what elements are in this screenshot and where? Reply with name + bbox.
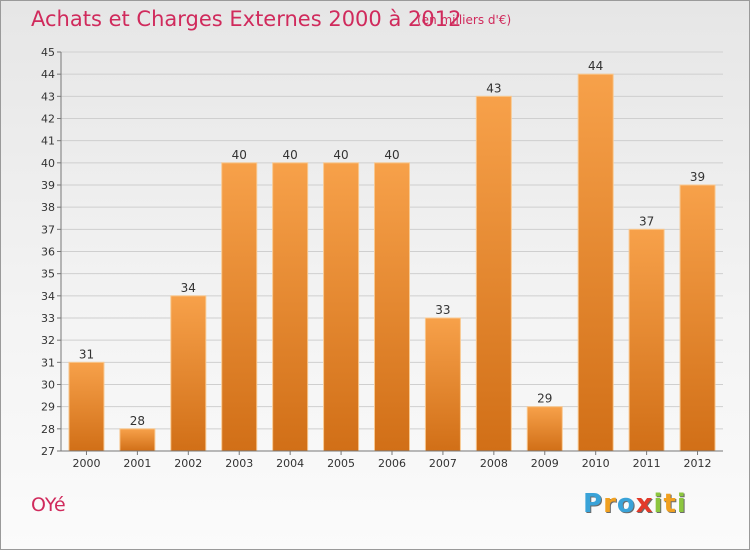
y-tick-label: 39 <box>41 179 55 192</box>
x-tick-label: 2006 <box>378 457 406 470</box>
logo-letter: i <box>676 489 687 519</box>
x-tick-label: 2010 <box>582 457 610 470</box>
x-tick-label: 2009 <box>531 457 559 470</box>
data-label: 40 <box>333 148 348 162</box>
bar-2010 <box>577 73 614 452</box>
data-label: 40 <box>283 148 298 162</box>
chart-subtitle: (en milliers d'€) <box>417 13 512 27</box>
proxiti-logo: Proxiti <box>583 489 687 519</box>
bar-2002 <box>170 295 207 452</box>
data-label: 33 <box>435 303 450 317</box>
y-tick-label: 42 <box>41 113 55 126</box>
data-label: 44 <box>588 59 603 73</box>
x-tick-label: 2005 <box>327 457 355 470</box>
x-tick-label: 2007 <box>429 457 457 470</box>
y-tick-label: 43 <box>41 90 55 103</box>
y-tick-label: 28 <box>41 423 55 436</box>
x-tick-label: 2000 <box>72 457 100 470</box>
commune-name: OYé <box>31 494 66 516</box>
data-label: 29 <box>537 392 552 406</box>
data-label: 43 <box>486 81 501 95</box>
logo-letter: t <box>663 489 677 519</box>
x-tick-label: 2001 <box>123 457 151 470</box>
data-label: 31 <box>79 347 94 361</box>
logo-letter: o <box>616 489 636 519</box>
bar-2008 <box>475 95 512 452</box>
x-tick-label: 2011 <box>633 457 661 470</box>
bar-2006 <box>374 162 410 452</box>
logo-letter: i <box>653 489 664 519</box>
y-tick-label: 32 <box>41 334 55 347</box>
y-tick-label: 29 <box>41 401 55 414</box>
y-tick-label: 40 <box>41 157 55 170</box>
y-tick-label: 36 <box>41 246 55 259</box>
data-label: 40 <box>232 148 247 162</box>
bar-2001 <box>119 428 156 452</box>
data-label: 39 <box>690 170 705 184</box>
y-tick-label: 34 <box>41 290 55 303</box>
y-tick-label: 35 <box>41 268 55 281</box>
data-label: 28 <box>130 414 145 428</box>
bar-2003 <box>221 162 258 452</box>
bar-2009 <box>526 406 563 452</box>
bar-2004 <box>272 162 309 452</box>
y-tick-label: 41 <box>41 135 55 148</box>
bar-2000 <box>68 361 105 452</box>
y-tick-label: 38 <box>41 201 55 214</box>
data-label: 40 <box>384 148 399 162</box>
y-tick-label: 37 <box>41 223 55 236</box>
chart-title: Achats et Charges Externes 2000 à 2012 <box>31 7 462 31</box>
logo-letter: x <box>635 489 654 519</box>
data-label: 37 <box>639 214 654 228</box>
y-tick-label: 30 <box>41 379 55 392</box>
x-tick-label: 2004 <box>276 457 304 470</box>
bar-2011 <box>628 228 665 452</box>
y-tick-label: 27 <box>41 445 55 458</box>
y-tick-label: 31 <box>41 356 55 369</box>
x-tick-label: 2002 <box>174 457 202 470</box>
y-tick-label: 33 <box>41 312 55 325</box>
bar-2012 <box>679 184 716 452</box>
x-tick-label: 2012 <box>684 457 712 470</box>
bar-2007 <box>424 317 461 452</box>
y-tick-label: 45 <box>41 46 55 59</box>
y-tick-label: 44 <box>41 68 55 81</box>
bar-2005 <box>323 162 360 452</box>
logo-letter: P <box>583 489 604 519</box>
data-label: 34 <box>181 281 196 295</box>
x-tick-label: 2003 <box>225 457 253 470</box>
logo-letter: r <box>603 489 617 519</box>
x-tick-label: 2008 <box>480 457 508 470</box>
